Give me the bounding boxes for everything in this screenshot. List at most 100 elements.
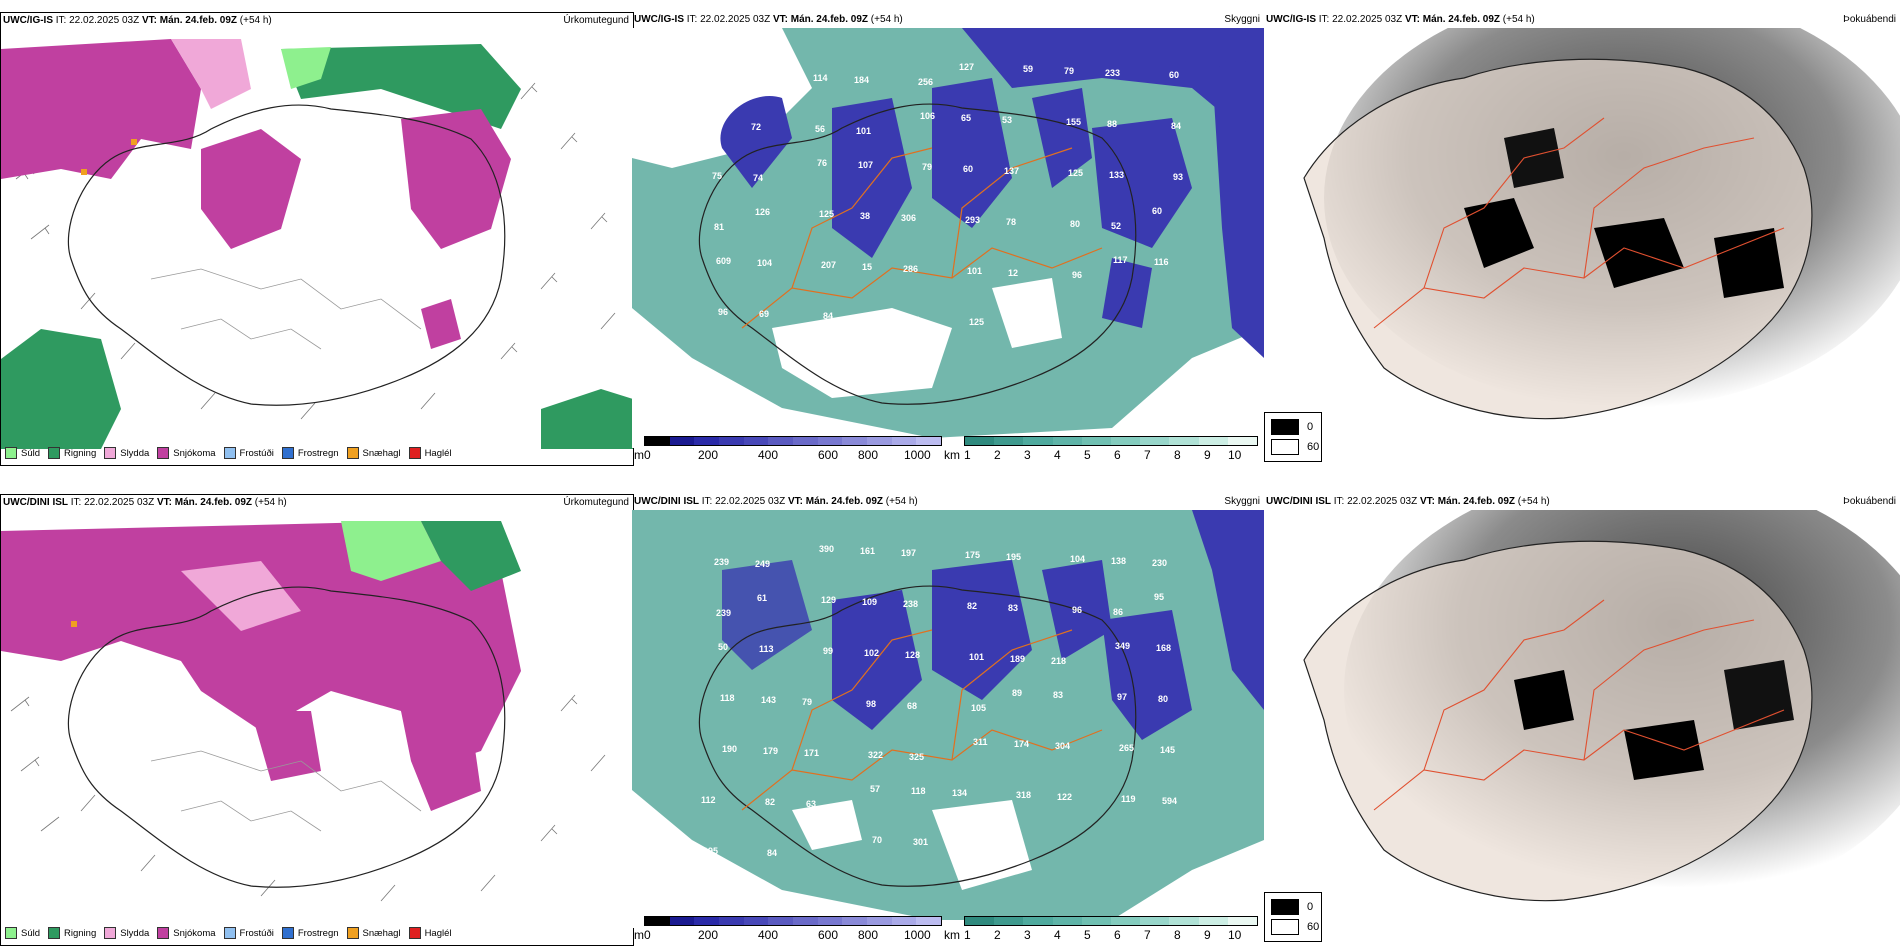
legend-item-frostregn: Frostregn bbox=[281, 927, 339, 939]
ceiling-colorbar: m 0 200 400 600 800 1000 bbox=[632, 916, 952, 942]
legend-swatch bbox=[48, 447, 61, 459]
legend-swatch bbox=[48, 927, 61, 939]
legend-swatch bbox=[157, 927, 170, 939]
ceiling-label: 306 bbox=[901, 213, 916, 223]
ceiling-label: 119 bbox=[1121, 794, 1136, 804]
ceiling-label: 69 bbox=[759, 309, 769, 319]
legend-item-snaehagl: Snæhagl bbox=[346, 927, 401, 939]
panel-header: UWC/IG-IS IT: 22.02.2025 03Z VT: Mán. 24… bbox=[3, 15, 272, 26]
legend-swatch bbox=[346, 927, 359, 939]
legend-item-sold: Súld bbox=[5, 927, 40, 939]
legend-swatch bbox=[104, 927, 117, 939]
panel-header: UWC/DINI ISL IT: 22.02.2025 03Z VT: Mán.… bbox=[3, 497, 287, 508]
panel-title: Úrkomutegund bbox=[563, 15, 629, 26]
legend-item-slydda: Slydda bbox=[104, 927, 149, 939]
ceiling-label: 126 bbox=[755, 207, 770, 217]
legend-swatch bbox=[104, 447, 117, 459]
ceiling-label: 50 bbox=[718, 642, 728, 652]
ceiling-label: 56 bbox=[815, 124, 825, 134]
ceiling-label: 99 bbox=[823, 646, 833, 656]
ceiling-label: 289 bbox=[708, 69, 723, 79]
ceiling-label: 79 bbox=[922, 162, 932, 172]
wind-barbs bbox=[10, 694, 606, 902]
ceiling-label: 107 bbox=[858, 160, 873, 170]
precip-type-panel-ig: UWC/IG-IS IT: 22.02.2025 03Z VT: Mán. 24… bbox=[0, 12, 634, 466]
ceiling-label: 75 bbox=[712, 171, 722, 181]
ceiling-label: 84 bbox=[767, 848, 777, 858]
legend-swatch bbox=[157, 447, 170, 459]
fog-panel-dini: UWC/DINI ISL IT: 22.02.2025 03Z VT: Mán.… bbox=[1264, 494, 1900, 944]
ceiling-label: 88 bbox=[1107, 119, 1117, 129]
ceiling-label: 125 bbox=[1068, 168, 1083, 178]
legend-item-rigning: Rigning bbox=[48, 447, 96, 459]
ceiling-label: 96 bbox=[1072, 270, 1082, 280]
ceiling-label: 182 bbox=[808, 833, 823, 843]
ceiling-label: 168 bbox=[1156, 643, 1171, 653]
visibility-colorbar: km 1 2 3 4 5 6 7 8 9 10 bbox=[942, 916, 1264, 942]
ceiling-label: 104 bbox=[1070, 554, 1085, 564]
ceiling-label: 65 bbox=[961, 113, 971, 123]
ceiling-label: 127 bbox=[1010, 302, 1025, 312]
legend-swatch bbox=[408, 447, 421, 459]
ceiling-labels: 289 200 114 184 256 127 59 79 233 60 96 72 56 101 106 6… bbox=[708, 62, 1183, 327]
ceiling-label: 293 bbox=[965, 215, 980, 225]
legend-swatch bbox=[223, 927, 236, 939]
legend-swatch bbox=[5, 927, 17, 939]
ceiling-label: 101 bbox=[969, 652, 984, 662]
ceiling-label: 105 bbox=[971, 703, 986, 713]
ceiling-label: 233 bbox=[1105, 68, 1120, 78]
ceiling-label: 127 bbox=[959, 62, 974, 72]
ceiling-label: 117 bbox=[1113, 255, 1128, 265]
ceiling-label: 101 bbox=[967, 266, 982, 276]
ceiling-label: 134 bbox=[952, 788, 967, 798]
panel-title: Skyggni bbox=[1224, 14, 1260, 25]
legend-item-sold: Súld bbox=[5, 447, 40, 459]
ceiling-label: 239 bbox=[716, 608, 731, 618]
ceiling-label: 230 bbox=[1152, 558, 1167, 568]
ceiling-label: 133 bbox=[1109, 170, 1124, 180]
ceiling-label: 53 bbox=[1002, 115, 1012, 125]
ceiling-label: 239 bbox=[714, 557, 729, 567]
ceiling-label: 325 bbox=[909, 752, 924, 762]
ceiling-label: 86 bbox=[1113, 607, 1123, 617]
ceiling-colorbar: m 0 200 400 600 800 1000 bbox=[632, 436, 952, 462]
fog-map bbox=[1264, 28, 1900, 464]
ceiling-label: 175 bbox=[965, 550, 980, 560]
ceiling-label: 161 bbox=[860, 546, 875, 556]
ceiling-label: 249 bbox=[755, 559, 770, 569]
ceiling-label: 83 bbox=[1053, 690, 1063, 700]
precip-legend: Súld Rigning Slydda Snjókoma Frostúði Fr… bbox=[5, 927, 452, 939]
ceiling-label: 84 bbox=[823, 311, 833, 321]
ceiling-label: 57 bbox=[870, 784, 880, 794]
ceiling-panel-dini: UWC/DINI ISL IT: 22.02.2025 03Z VT: Mán.… bbox=[632, 494, 1264, 944]
ceiling-label: 116 bbox=[1154, 257, 1169, 267]
precip-map bbox=[1, 511, 633, 929]
panel-header: UWC/IG-IS IT: 22.02.2025 03Z VT: Mán. 24… bbox=[634, 14, 903, 25]
legend-item-snaehagl: Snæhagl bbox=[346, 447, 401, 459]
legend-item-rigning: Rigning bbox=[48, 927, 96, 939]
ceiling-label: 80 bbox=[1070, 219, 1080, 229]
legend-item-snjokoma: Snjókoma bbox=[157, 927, 216, 939]
ceiling-label: 114 bbox=[813, 73, 828, 83]
ceiling-label: 594 bbox=[1162, 796, 1177, 806]
ceiling-label: 256 bbox=[918, 77, 933, 87]
ceiling-label: 98 bbox=[866, 699, 876, 709]
ceiling-label: 195 bbox=[703, 846, 718, 856]
ceiling-label: 125 bbox=[969, 317, 984, 327]
ceiling-label: 155 bbox=[1066, 117, 1081, 127]
panel-title: Þokuábendi bbox=[1843, 496, 1896, 507]
ceiling-label: 122 bbox=[1057, 792, 1072, 802]
ceiling-label: 304 bbox=[1055, 741, 1070, 751]
ceiling-label: 199 bbox=[864, 313, 879, 323]
ceiling-label: 70 bbox=[872, 835, 882, 845]
ceiling-label: 76 bbox=[817, 158, 827, 168]
ceiling-label: 38 bbox=[860, 211, 870, 221]
ceiling-label: 477 bbox=[954, 839, 969, 849]
ceiling-label: 101 bbox=[856, 126, 871, 136]
ceiling-label: 80 bbox=[1158, 694, 1168, 704]
ceiling-label: 311 bbox=[973, 737, 988, 747]
panel-title: Úrkomutegund bbox=[563, 497, 629, 508]
legend-swatch bbox=[346, 447, 359, 459]
ceiling-label: 84 bbox=[1171, 121, 1181, 131]
legend-item-frostregn: Frostregn bbox=[281, 447, 339, 459]
